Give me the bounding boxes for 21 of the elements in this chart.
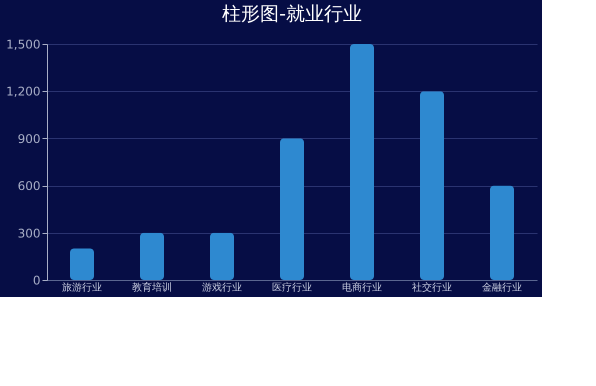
x-tick-label: 医疗行业	[272, 282, 312, 294]
x-tick-label: 旅游行业	[62, 282, 102, 294]
y-tick-label: 0	[32, 274, 40, 288]
x-tick-label: 教育培训	[132, 282, 172, 294]
y-tick-label: 300	[18, 226, 40, 240]
y-tick-label: 900	[18, 132, 40, 146]
chart-title: 柱形图-就业行业	[222, 3, 362, 25]
bar	[280, 138, 304, 280]
x-tick-label: 金融行业	[482, 282, 522, 294]
y-tick-label: 1,500	[6, 38, 40, 52]
y-tick-label: 1,200	[6, 84, 40, 99]
bar	[420, 91, 444, 280]
bar	[70, 248, 94, 280]
x-tick-label: 游戏行业	[202, 282, 242, 294]
x-tick-label: 社交行业	[412, 282, 452, 294]
y-tick-label: 600	[18, 179, 40, 194]
bar	[210, 232, 234, 280]
bar	[490, 186, 514, 280]
bar	[350, 44, 374, 280]
bar	[140, 232, 164, 280]
x-tick-label: 电商行业	[342, 282, 382, 294]
